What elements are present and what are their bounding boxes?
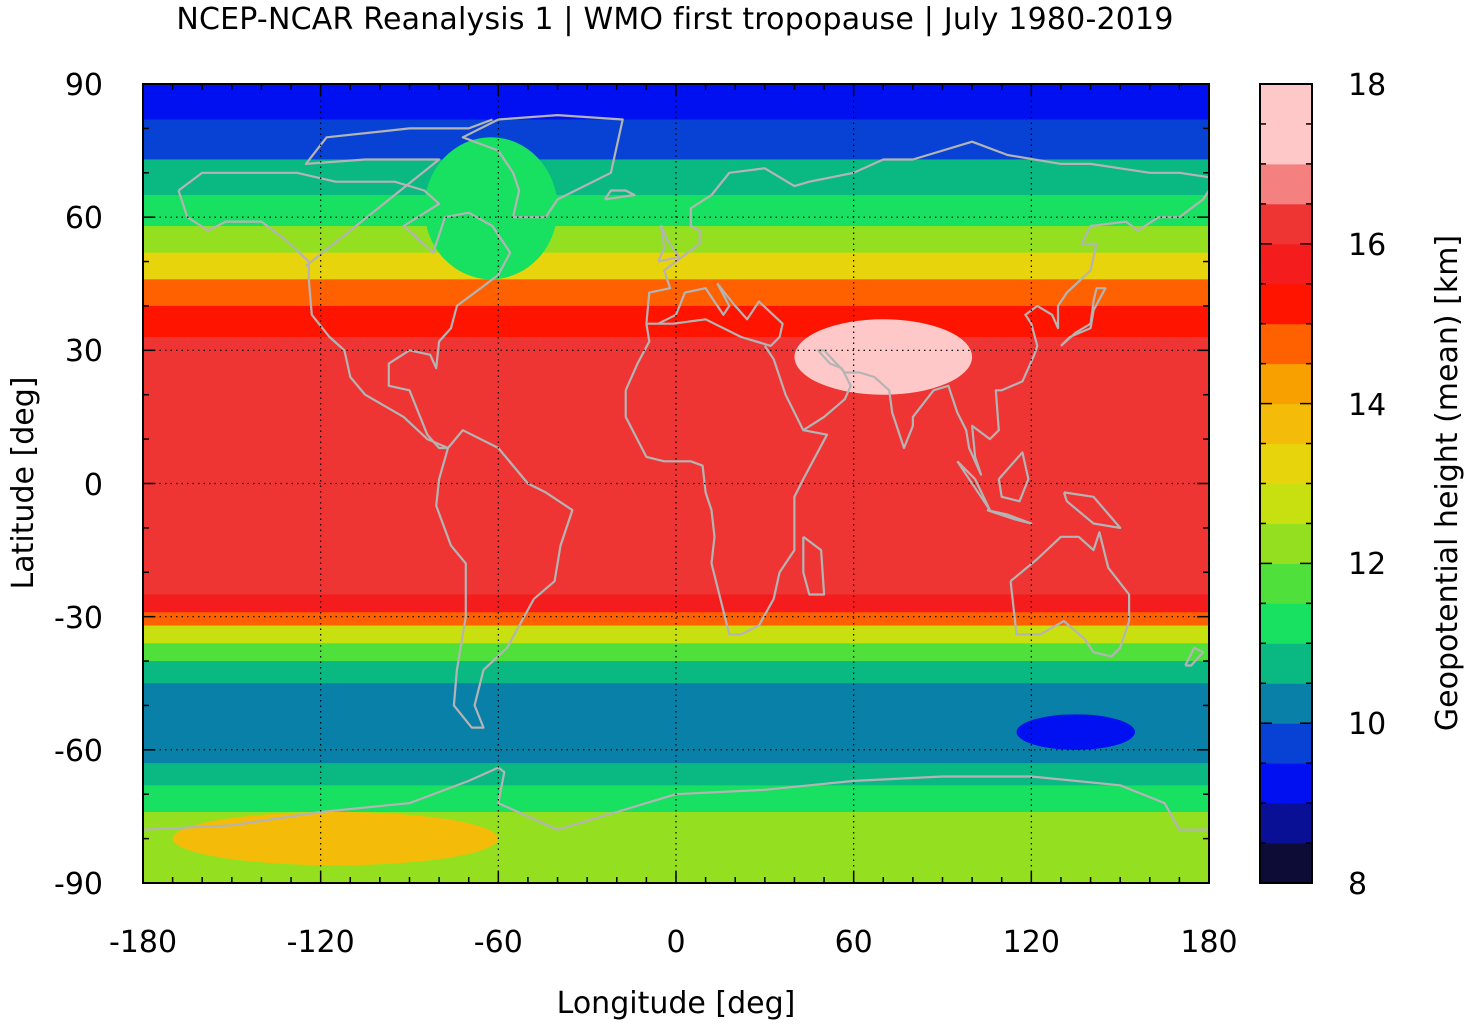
field-band	[143, 594, 1209, 613]
figure-title: NCEP-NCAR Reanalysis 1 | WMO first tropo…	[176, 2, 1174, 37]
colorbar-tick-label: 12	[1348, 547, 1386, 582]
coastline	[645, 140, 1209, 324]
y-tick-label: -30	[54, 601, 103, 636]
colorbar-swatch	[1260, 363, 1312, 405]
coastline	[461, 114, 624, 219]
coastline	[657, 224, 681, 263]
colorbar-swatch	[1260, 123, 1312, 165]
coastline	[986, 509, 1033, 525]
y-tick-label: 30	[65, 334, 103, 369]
x-tick-label: 0	[666, 925, 685, 960]
coastline	[304, 118, 493, 267]
y-tick-label: -90	[54, 867, 103, 902]
x-tick-label: 60	[835, 925, 873, 960]
x-tick-label: 180	[1180, 925, 1237, 960]
x-tick-labels: -180 -120 -60 0 60 120 180	[109, 925, 1238, 960]
coastline	[1009, 531, 1131, 658]
coastline	[1184, 646, 1205, 667]
field-band	[143, 612, 1209, 627]
coastline	[997, 451, 1030, 503]
coastline	[624, 323, 651, 391]
south-pacific-polar-high	[172, 811, 499, 866]
field-band	[143, 661, 1209, 684]
colorbar-tick-label: 10	[1348, 707, 1386, 742]
y-tick-label: 90	[65, 68, 103, 103]
coastline	[802, 189, 1209, 476]
y-tick-labels: 90 60 30 0 -30 -60 -90	[54, 68, 103, 902]
north-atlantic-trough	[424, 137, 558, 280]
field-band	[143, 159, 1209, 196]
field-band	[143, 785, 1209, 813]
field-band	[143, 226, 1209, 254]
map-grid	[143, 84, 1209, 883]
coastline	[1060, 287, 1107, 347]
y-tick-label: 0	[84, 468, 103, 503]
field-band	[143, 643, 1209, 662]
coastlines	[143, 114, 1209, 831]
field-band	[143, 763, 1209, 786]
colorbar-ticks	[1260, 83, 1312, 884]
colorbar	[1260, 84, 1312, 884]
colorbar-tick-label: 18	[1348, 68, 1386, 103]
coastline	[802, 535, 826, 596]
colorbar-swatch	[1260, 163, 1312, 205]
colorbar-swatch	[1260, 203, 1312, 245]
colorbar-swatch	[1260, 763, 1312, 804]
colorbar-swatch	[1260, 843, 1312, 884]
coastline	[143, 766, 1209, 831]
colorbar-swatch	[1260, 443, 1312, 484]
coastline	[956, 460, 991, 512]
colorbar-swatch	[1260, 323, 1312, 365]
y-axis-label: Latitude [deg]	[6, 377, 41, 590]
colorbar-swatch	[1260, 483, 1312, 524]
colorbar-tick-labels: 18 16 14 12 10 8	[1348, 68, 1386, 902]
colorbar-label: Geopotential height (mean) [km]	[1430, 235, 1465, 731]
colorbar-swatch	[1260, 563, 1312, 604]
coastline	[177, 171, 512, 450]
map-ticks	[142, 83, 1210, 884]
x-tick-label: -60	[474, 925, 523, 960]
colorbar-swatch	[1260, 803, 1312, 844]
coastline	[624, 345, 829, 636]
coastline	[646, 282, 784, 347]
x-tick-label: -120	[287, 925, 355, 960]
x-axis-label: Longitude [deg]	[557, 986, 796, 1021]
coastline	[603, 189, 636, 201]
colorbar-swatch	[1260, 283, 1312, 325]
coastline	[1062, 491, 1122, 529]
colorbar-swatch	[1260, 523, 1312, 564]
colorbar-swatch	[1260, 683, 1312, 724]
colorbar-tick-label: 14	[1348, 388, 1386, 423]
field-band	[143, 279, 1209, 307]
colorbar-swatch	[1260, 643, 1312, 684]
colorbar-swatch	[1260, 603, 1312, 644]
coastline	[435, 429, 574, 729]
coastline	[177, 190, 449, 450]
colorbar-swatch	[1260, 723, 1312, 764]
colorbar-swatch	[1260, 84, 1312, 125]
y-tick-label: 60	[65, 201, 103, 236]
colorbar-tick-label: 16	[1348, 228, 1386, 263]
colorbar-swatch	[1260, 403, 1312, 445]
colorbar-tick-label: 8	[1348, 867, 1367, 902]
tibetan-high	[794, 319, 973, 395]
south-indian-ocean-low	[1016, 714, 1135, 750]
y-tick-label: -60	[54, 734, 103, 769]
colorbar-swatch	[1260, 243, 1312, 285]
x-tick-label: -180	[109, 925, 177, 960]
x-tick-label: 120	[1003, 925, 1060, 960]
